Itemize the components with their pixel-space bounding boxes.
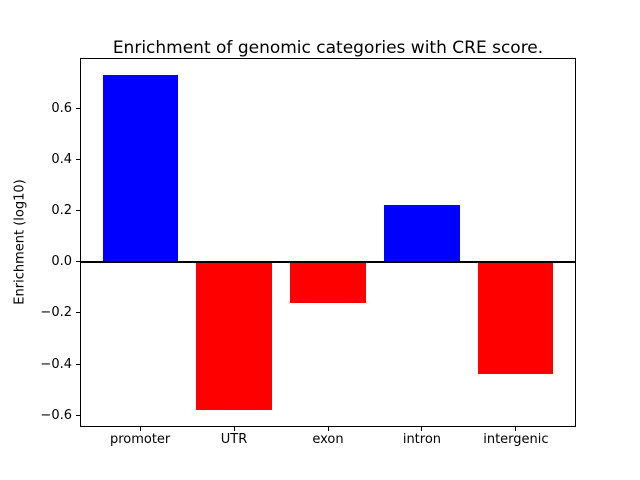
x-tick-mark bbox=[421, 427, 423, 431]
x-tick-label-UTR: UTR bbox=[220, 432, 248, 447]
chart-title: Enrichment of genomic categories with CR… bbox=[112, 38, 544, 58]
y-tick-label: 0.2 bbox=[51, 202, 72, 218]
y-tick-label: −0.2 bbox=[40, 305, 72, 321]
bar-exon bbox=[290, 261, 366, 303]
y-tick-mark bbox=[76, 209, 80, 211]
y-tick-label: 0.0 bbox=[51, 254, 72, 270]
x-tick-label-exon: exon bbox=[312, 432, 344, 447]
y-tick-mark bbox=[76, 312, 80, 314]
y-tick-mark bbox=[76, 158, 80, 160]
bar-promoter bbox=[102, 74, 178, 262]
y-tick-mark bbox=[76, 107, 80, 109]
y-tick-label: 0.6 bbox=[51, 100, 72, 116]
x-tick-label-promoter: promoter bbox=[109, 432, 171, 447]
y-tick-label: 0.4 bbox=[51, 151, 72, 167]
x-tick-mark bbox=[139, 427, 141, 431]
bar-intron bbox=[384, 205, 460, 262]
x-tick-label-intergenic: intergenic bbox=[483, 432, 549, 447]
y-tick-label: −0.6 bbox=[40, 407, 72, 423]
x-tick-mark bbox=[515, 427, 517, 431]
y-axis-label: Enrichment (log10) bbox=[12, 179, 28, 305]
bar-intergenic bbox=[478, 261, 554, 375]
y-tick-label: −0.4 bbox=[40, 356, 72, 372]
x-tick-mark bbox=[327, 427, 329, 431]
y-tick-mark bbox=[76, 414, 80, 416]
x-tick-mark bbox=[233, 427, 235, 431]
x-tick-label-intron: intron bbox=[402, 432, 442, 447]
bar-UTR bbox=[196, 261, 272, 411]
y-tick-mark bbox=[76, 363, 80, 365]
y-tick-mark bbox=[76, 261, 80, 263]
zero-line bbox=[80, 260, 576, 263]
